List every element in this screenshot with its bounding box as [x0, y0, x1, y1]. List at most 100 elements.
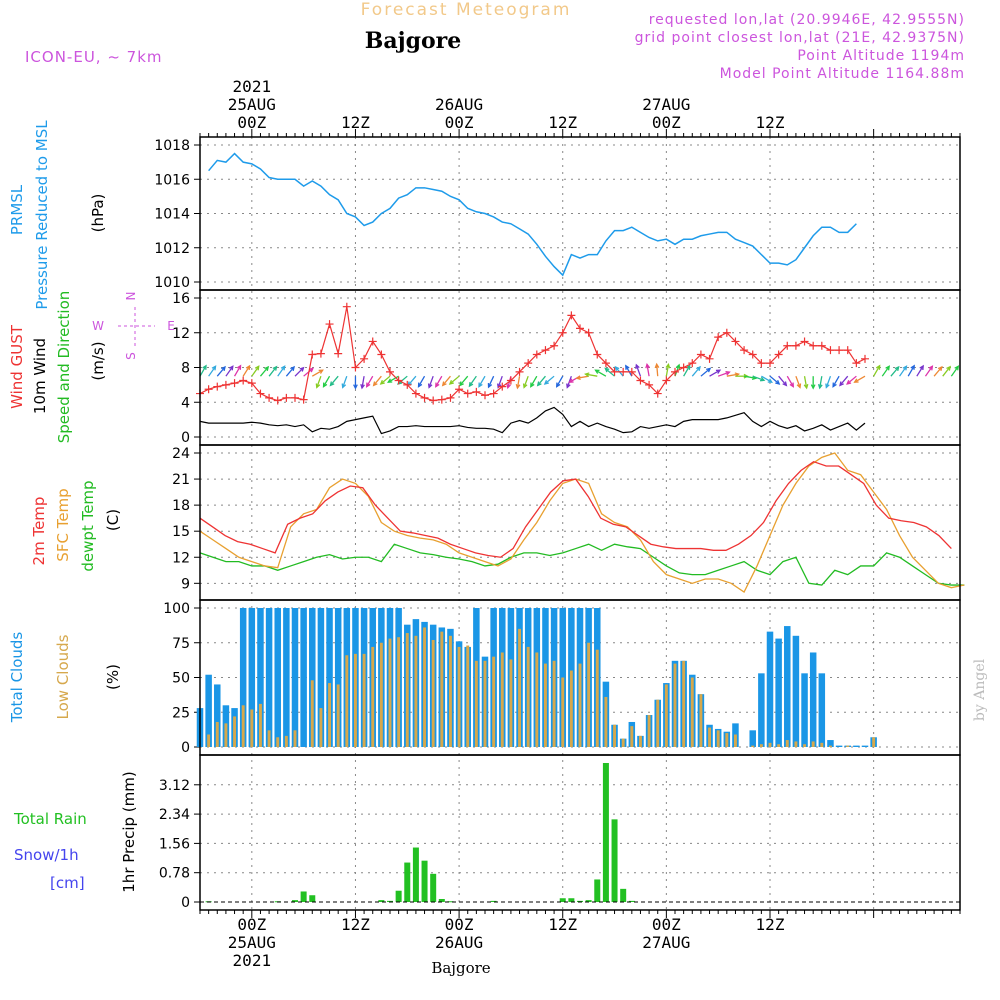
wind-arrow: [242, 365, 251, 377]
total-clouds-label: Total Clouds: [8, 632, 26, 724]
wind-arrowhead: [635, 363, 640, 369]
low-cloud-bar: [224, 723, 228, 747]
wind-arrowhead: [775, 379, 781, 385]
total-cloud-bar: [265, 608, 273, 747]
low-cloud-bar: [734, 734, 737, 747]
wind-arrow: [752, 375, 765, 381]
time-label-bottom: 00Z: [652, 915, 681, 934]
wind-arrowhead: [221, 365, 226, 372]
wind-arrow: [846, 375, 857, 385]
wind-arrow: [576, 375, 589, 379]
gust-marker: [256, 389, 265, 398]
wind-arrowhead: [322, 382, 328, 388]
rain-bar: [620, 888, 627, 902]
wind-arrow: [311, 369, 323, 377]
wind-arrowhead: [767, 378, 773, 383]
wind-arrow: [839, 375, 849, 386]
low-cloud-bar: [759, 744, 763, 747]
gust-marker: [671, 367, 679, 376]
low-cloud-bar: [241, 705, 245, 747]
compass-cross: [118, 307, 155, 347]
wind-arrow: [516, 376, 521, 389]
ytick-label: 2.34: [159, 807, 190, 823]
panel-frame: [199, 754, 961, 911]
gust-marker: [351, 363, 360, 372]
wind-arrow: [717, 371, 730, 377]
ytick-label: 0: [181, 895, 190, 911]
wind-arrowhead: [675, 363, 681, 369]
gust-marker: [558, 328, 567, 337]
gust-marker: [446, 393, 455, 402]
pressure-unit: (hPa): [89, 194, 107, 233]
low-cloud-bar: [293, 730, 297, 747]
gust-marker: [437, 395, 446, 404]
wind-arrowhead: [789, 382, 794, 388]
low-cloud-bar: [569, 670, 573, 747]
wind-arrow: [449, 375, 460, 385]
low-clouds-label: Low Clouds: [54, 634, 72, 719]
low-cloud-bar: [233, 716, 236, 747]
wind-arrowhead: [604, 367, 610, 373]
total-cloud-bar: [835, 745, 843, 747]
wind-arrowhead: [614, 365, 620, 372]
wind-arrowhead: [245, 364, 251, 371]
gust-marker: [342, 302, 351, 311]
rain-bar: [300, 891, 307, 902]
gust-marker: [541, 346, 550, 355]
low-cloud-bar: [474, 660, 478, 747]
total-cloud-bar: [766, 631, 774, 747]
wind-arrowhead: [468, 381, 474, 388]
wind-arrow: [468, 375, 477, 387]
wind-arrow: [373, 375, 382, 386]
compass-s: S: [124, 352, 138, 360]
ytick-label: 8: [181, 361, 190, 377]
wind-arrowhead: [448, 379, 454, 385]
wind-arrow: [832, 375, 840, 387]
low-cloud-bar: [595, 649, 599, 747]
gust-marker: [299, 395, 308, 404]
dewpoint-line: [199, 543, 965, 586]
wind-arrowhead: [353, 384, 358, 390]
wind-arrowhead: [522, 383, 528, 389]
ytick-label: 1010: [154, 275, 190, 291]
rain-bar: [559, 898, 566, 902]
wind-arrow: [417, 375, 426, 387]
wind-arrow: [285, 366, 295, 377]
gust-marker: [247, 379, 256, 388]
low-cloud-bar: [405, 633, 409, 747]
low-cloud-bar: [716, 730, 720, 747]
ytick-label: 0: [181, 430, 190, 446]
gust-marker: [481, 391, 489, 400]
gust-marker: [714, 333, 723, 342]
low-cloud-bar: [604, 696, 608, 747]
wind-arrowhead: [825, 383, 830, 389]
gust-marker: [420, 393, 429, 402]
wind-arrow: [361, 376, 365, 389]
wind-arrowhead: [417, 382, 423, 388]
time-label-bottom: 12Z: [756, 915, 785, 934]
wind-arrowhead: [725, 370, 731, 376]
low-cloud-bar: [708, 727, 711, 747]
wind-arrow: [342, 375, 348, 388]
gust-marker: [740, 346, 749, 355]
low-cloud-bar: [449, 635, 452, 747]
time-label-bottom: 12Z: [341, 915, 370, 934]
gust-marker: [282, 393, 291, 402]
low-cloud-bar: [785, 740, 789, 747]
wind-arrowhead: [372, 381, 378, 387]
wind-arrow: [316, 375, 322, 388]
wind-arrow: [924, 365, 933, 377]
wind-arrow: [216, 366, 226, 377]
panel-clouds: 0 25 50 75 100 Total Clouds Low Clouds (%): [8, 599, 961, 756]
ytick-label: 100: [163, 601, 190, 617]
total-cloud-bar: [809, 652, 817, 747]
ytick-label: 1018: [154, 138, 190, 154]
gust-marker: [455, 385, 464, 394]
ytick-label: 0: [181, 740, 190, 756]
wind-arrow: [199, 365, 207, 377]
gust-marker: [403, 380, 412, 389]
ytick-label: 3.12: [159, 778, 190, 794]
gust-line: [199, 306, 866, 402]
wind-arrow: [544, 375, 555, 385]
